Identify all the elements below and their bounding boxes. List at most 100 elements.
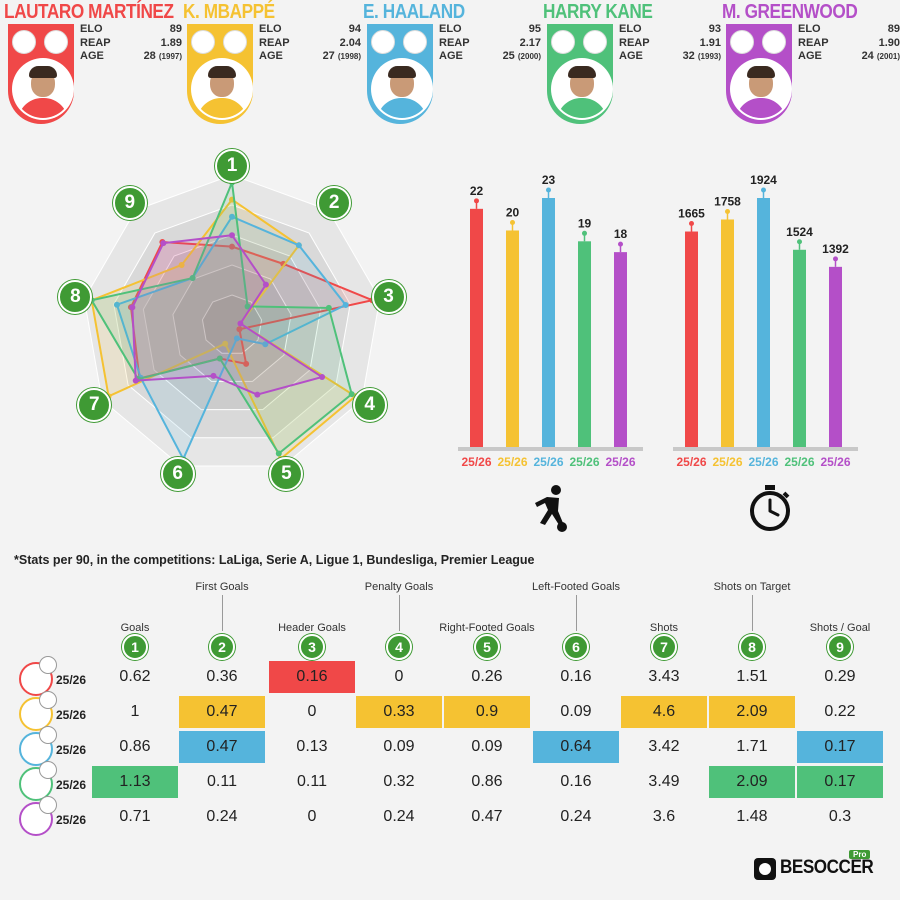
bar-category-label: 25/26 (533, 455, 563, 469)
player-stats: ELO 89 REAP 1.89 AGE 28 (1997) (80, 23, 182, 64)
row-player-avatar (19, 656, 57, 696)
reap-label: REAP (798, 36, 829, 49)
bar-category-label: 25/26 (784, 455, 814, 469)
player-stats: ELO 93 REAP 1.91 AGE 32 (1993) (619, 23, 721, 64)
bar-tip (582, 230, 587, 236)
reap-value: 1.90 (878, 36, 900, 49)
bar (829, 266, 842, 447)
radar-point (229, 232, 235, 239)
bar (793, 249, 806, 447)
bar-baseline (673, 447, 858, 451)
row-player-avatar (19, 761, 57, 801)
reap-label: REAP (439, 36, 470, 49)
table-cell: 0.86 (119, 738, 151, 755)
bar-value-label: 22 (470, 184, 484, 198)
age-value: 32 (1993) (661, 50, 721, 64)
row-season: 25/26 (56, 778, 87, 792)
elo-label: ELO (80, 23, 103, 35)
bar (578, 241, 591, 447)
row-player-avatar (19, 691, 57, 731)
radar-point (325, 304, 332, 311)
elo-label: ELO (798, 23, 821, 35)
column-title: Shots / Goal (809, 622, 871, 634)
table-cell: 0.26 (471, 668, 503, 685)
column-title-connector (576, 595, 577, 631)
country-flag-icon (44, 30, 68, 54)
player-stats: ELO 89 REAP 1.90 AGE 24 (2001) (798, 23, 900, 64)
column-number: 9 (827, 634, 853, 660)
country-flag-icon (762, 30, 786, 54)
table-cell: 3.43 (648, 668, 680, 685)
table-cell: 0.09 (560, 703, 592, 720)
table-cell: 0.17 (797, 766, 883, 798)
birth-year: (2000) (517, 52, 541, 61)
column-title: Shots on Target (713, 581, 791, 593)
player-name: LAUTARO MARTÍNEZ (4, 1, 174, 23)
table-cell: 0.3 (828, 808, 852, 825)
age-value: 24 (2001) (840, 50, 900, 64)
reap-value: 1.89 (160, 36, 182, 49)
radar-point (262, 341, 269, 348)
table-cell: 0.16 (560, 773, 592, 790)
table-cell: 0.86 (471, 773, 503, 790)
age-label: AGE (619, 50, 643, 62)
table-cell: 0.33 (356, 696, 442, 728)
radar-point (236, 326, 243, 333)
bar-category-label: 25/26 (712, 455, 742, 469)
radar-point (233, 335, 240, 342)
radar-axis-number: 8 (58, 280, 93, 315)
radar-point (295, 242, 302, 249)
age-label: AGE (798, 50, 822, 62)
row-player-avatar (19, 726, 57, 766)
radar-series-5 (131, 234, 325, 396)
table-cell: 3.6 (652, 808, 676, 825)
football-player-icon (535, 485, 567, 532)
stopwatch-icon (750, 485, 790, 531)
column-title: Penalty Goals (364, 581, 434, 593)
bar-tip (833, 256, 838, 262)
row-season: 25/26 (56, 813, 87, 827)
age-number: 24 (861, 50, 874, 62)
column-title-connector (752, 595, 753, 631)
column-title: Goals (120, 622, 150, 634)
radar-point (319, 374, 326, 381)
club-badge-icon (551, 30, 575, 54)
bar-tip (474, 198, 479, 204)
player-card: E. HAALAND ELO 95 REAP 2.17 AGE 25 (2000) (363, 0, 541, 130)
bar-category-label: 25/26 (820, 455, 850, 469)
table-cell: 0.47 (471, 808, 503, 825)
row-club-badge-icon (39, 691, 57, 709)
elo-value: 94 (348, 23, 361, 35)
radar-point (113, 301, 120, 308)
bar-charts: 22 25/26 20 25/26 23 25/26 19 25/26 18 25/26 1665 2… (458, 173, 858, 469)
table-cell: 0.47 (179, 731, 265, 763)
reap-value: 1.91 (699, 36, 721, 49)
player-photo (371, 58, 433, 120)
radar-series-2 (90, 198, 358, 461)
radar-point (132, 377, 139, 384)
table-cell: 1.13 (92, 766, 178, 798)
age-value: 27 (1998) (301, 50, 361, 64)
table-cell: 0.17 (797, 731, 883, 763)
elo-label: ELO (439, 23, 462, 35)
row-season: 25/26 (56, 673, 87, 687)
elo-label: ELO (259, 23, 282, 35)
row-season: 25/26 (56, 708, 87, 722)
table-cell: 0.9 (444, 696, 530, 728)
reap-label: REAP (259, 36, 290, 49)
bar-value-label: 1758 (714, 194, 741, 208)
radar-point (237, 320, 244, 327)
column-number: 7 (651, 634, 677, 660)
bar-baseline (458, 447, 643, 451)
radar-point (275, 450, 282, 457)
player-photo (191, 58, 253, 120)
bar (757, 198, 770, 447)
table-cell: 0.62 (119, 668, 151, 685)
radar-point (178, 261, 185, 268)
bar-value-label: 1924 (750, 173, 777, 187)
reap-value: 2.04 (339, 36, 361, 49)
bar (542, 198, 555, 447)
radar-axis-number: 4 (352, 387, 387, 422)
table-cell: 0.29 (824, 668, 856, 685)
bar-category-label: 25/26 (676, 455, 706, 469)
